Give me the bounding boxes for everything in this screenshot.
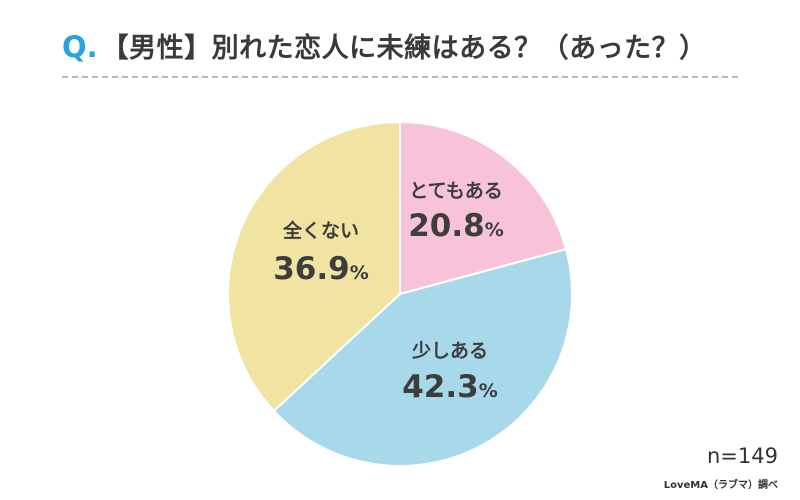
chart-title: Q. 【男性】別れた恋人に未練はある？（あった？） bbox=[62, 26, 707, 70]
slice-value-very: 20.8% bbox=[408, 208, 504, 244]
question-marker: Q. bbox=[62, 30, 98, 64]
pie-labels: とてもある 20.8% 少しある 42.3% 全くない 36.9% bbox=[273, 180, 504, 405]
title-divider bbox=[62, 76, 738, 78]
slice-value-number-somewhat: 42.3 bbox=[402, 369, 479, 405]
sample-size: n=149 bbox=[707, 444, 778, 468]
pie-slices bbox=[227, 120, 573, 468]
slice-value-none: 36.9% bbox=[273, 251, 369, 287]
source-credit: LoveMA（ラブマ）調べ bbox=[663, 480, 778, 491]
question-text: 【男性】別れた恋人に未練はある？（あった？） bbox=[101, 33, 707, 64]
slice-value-number-very: 20.8 bbox=[408, 208, 485, 244]
slice-label-none: 全くない bbox=[282, 219, 359, 242]
slice-label-very: とてもある bbox=[409, 180, 502, 202]
slice-value-number-none: 36.9 bbox=[273, 251, 350, 287]
pie-slice-none bbox=[227, 120, 401, 413]
slice-value-unit-very: % bbox=[485, 219, 504, 241]
pie-slice-somewhat bbox=[272, 247, 573, 468]
pie-slice-very bbox=[399, 120, 568, 296]
slice-label-somewhat: 少しある bbox=[411, 340, 488, 362]
slice-value-unit-somewhat: % bbox=[479, 380, 498, 402]
slice-value-somewhat: 42.3% bbox=[402, 369, 498, 405]
slice-value-unit-none: % bbox=[350, 262, 369, 284]
